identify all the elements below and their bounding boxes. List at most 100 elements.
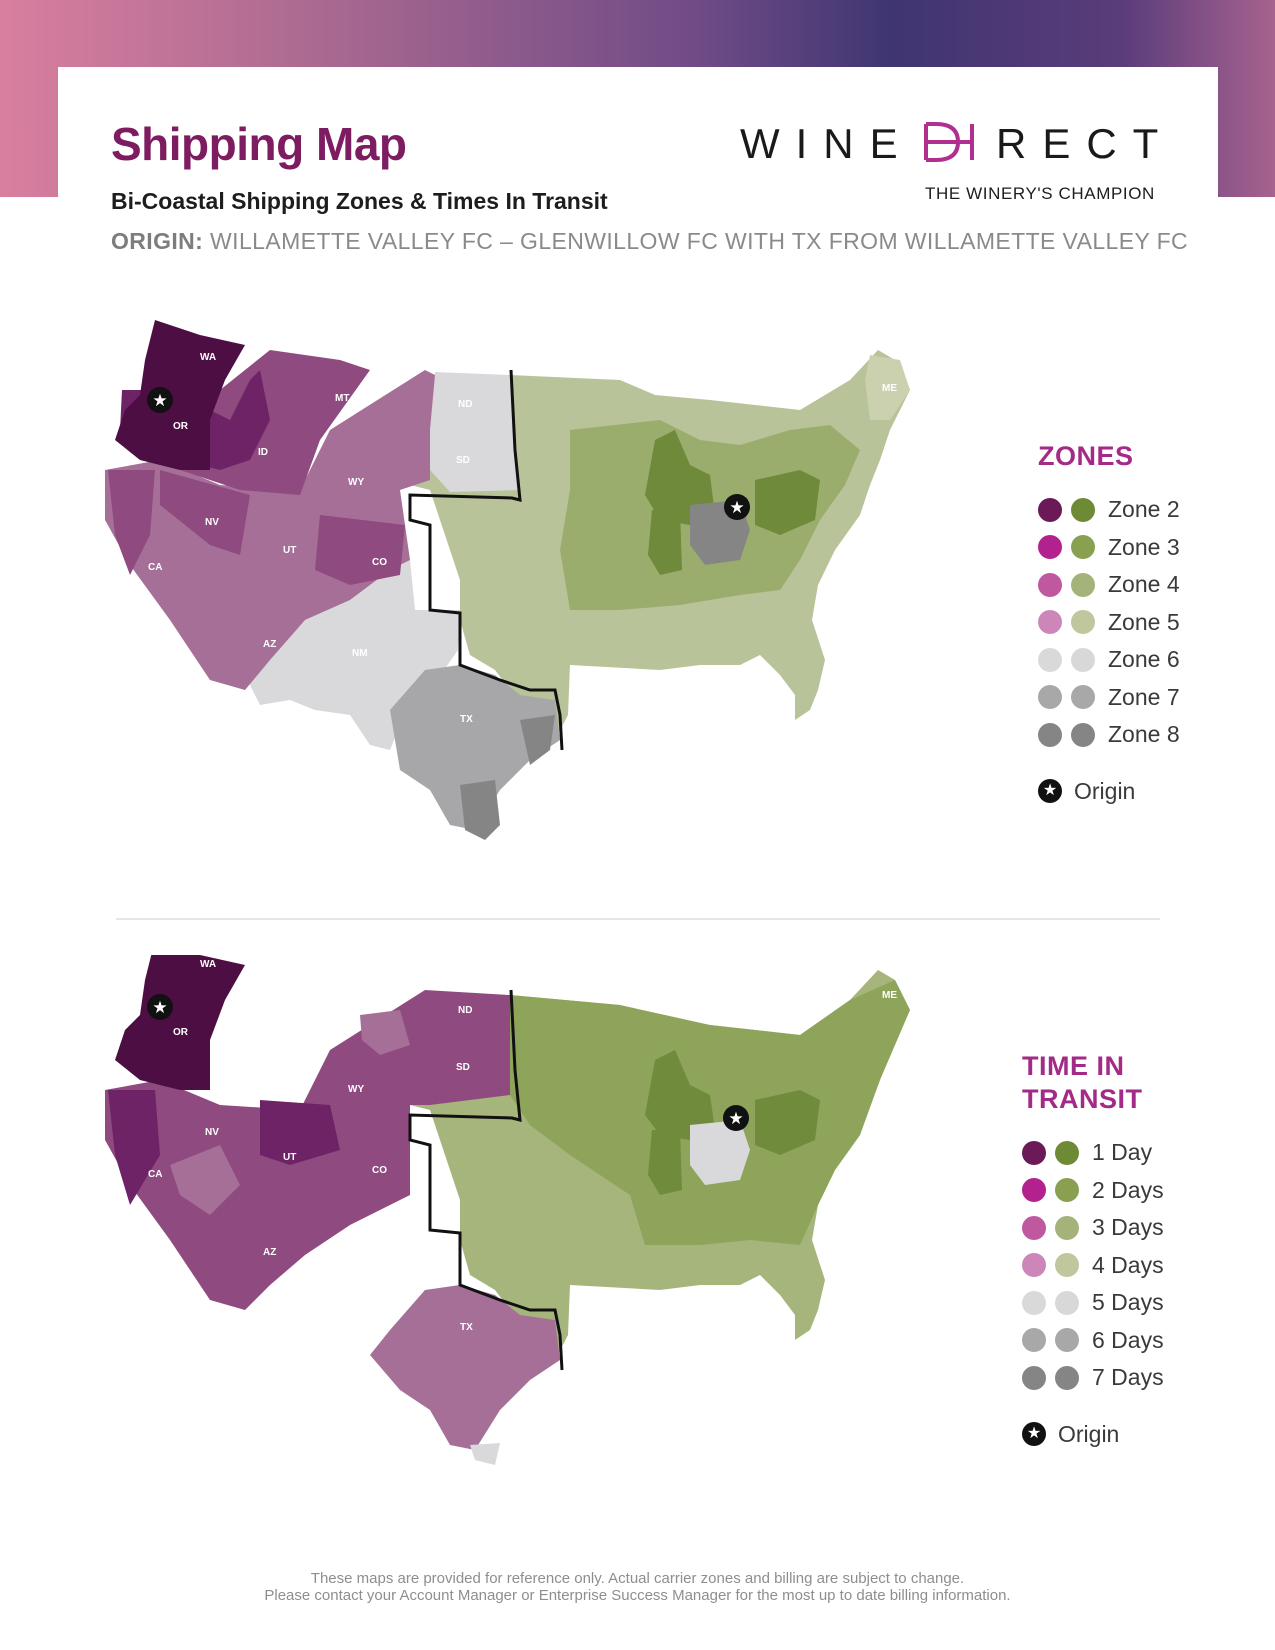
legend-label: 4 Days bbox=[1092, 1251, 1164, 1278]
legend-row-zone-2: Zone 2 bbox=[1038, 491, 1180, 529]
state-label-sd: SD bbox=[456, 1062, 470, 1073]
svg-text:★: ★ bbox=[729, 498, 744, 517]
legend-row-zone-4: Zone 4 bbox=[1038, 566, 1180, 604]
origin-star-east: ★ bbox=[724, 494, 750, 520]
logo-tagline: THE WINERY'S CHAMPION bbox=[925, 184, 1155, 203]
region-pa bbox=[755, 1090, 820, 1155]
region-nv bbox=[160, 470, 250, 555]
origin-star-west: ★ bbox=[147, 994, 173, 1020]
state-label-nd: ND bbox=[458, 399, 472, 410]
swatch-purple bbox=[1038, 647, 1062, 672]
legend-origin-row: ★ Origin bbox=[1038, 778, 1180, 805]
swatch-green bbox=[1055, 1140, 1079, 1165]
svg-text:★: ★ bbox=[152, 998, 167, 1017]
state-label-nm: NM bbox=[352, 1255, 368, 1266]
state-label-id: ID bbox=[258, 1054, 268, 1065]
state-label-ut: UT bbox=[283, 1152, 296, 1163]
transit-map: WA OR ID MT WY NV CA UT CO AZ NM ND SD T… bbox=[105, 955, 910, 1465]
region-mi-ne bbox=[645, 430, 715, 525]
swatch-purple bbox=[1022, 1253, 1046, 1278]
state-label-co: CO bbox=[372, 557, 387, 568]
state-label-tx: TX bbox=[460, 714, 473, 725]
swatch-green bbox=[1055, 1328, 1079, 1353]
legend-row-zone-5: Zone 5 bbox=[1038, 604, 1180, 642]
origin-line: ORIGIN: WILLAMETTE VALLEY FC – GLENWILLO… bbox=[111, 228, 1188, 255]
region-ca-mid bbox=[108, 470, 155, 575]
legend-label: 6 Days bbox=[1092, 1326, 1164, 1353]
legend-label: 1 Day bbox=[1092, 1139, 1153, 1166]
swatch-purple bbox=[1022, 1140, 1046, 1165]
legend-origin-label: Origin bbox=[1058, 1420, 1120, 1447]
legend-label: Zone 7 bbox=[1108, 683, 1180, 710]
swatch-purple bbox=[1038, 610, 1062, 635]
state-label-wa: WA bbox=[200, 352, 216, 363]
footer-disclaimer-line-1: These maps are provided for reference on… bbox=[310, 1570, 965, 1587]
swatch-green bbox=[1071, 722, 1095, 747]
region-texas bbox=[390, 665, 560, 830]
legend-row-7-days: 7 Days bbox=[1022, 1359, 1192, 1397]
zones-map-labels: WA OR ID MT WY NV CA UT CO AZ NM ND SD T… bbox=[148, 352, 897, 725]
region-west-pale-patch bbox=[170, 1145, 240, 1215]
zones-legend: ZONES Zone 2 Zone 3 Zone 4 Zone 5 Zone 6… bbox=[1038, 440, 1180, 805]
swatch-purple bbox=[1022, 1290, 1046, 1315]
legend-label: 2 Days bbox=[1092, 1176, 1164, 1203]
origin-star-east: ★ bbox=[723, 1105, 749, 1131]
legend-label: Zone 3 bbox=[1108, 533, 1180, 560]
state-label-nv: NV bbox=[205, 1127, 219, 1138]
legend-origin-row: ★ Origin bbox=[1022, 1421, 1192, 1448]
star-icon: ★ bbox=[1022, 1422, 1046, 1446]
zones-map-regions bbox=[105, 320, 910, 840]
swatch-green bbox=[1055, 1365, 1079, 1390]
swatch-purple bbox=[1038, 685, 1062, 710]
legend-origin-label: Origin bbox=[1074, 777, 1136, 804]
transit-legend: TIME IN TRANSIT 1 Day 2 Days 3 Days 4 Da… bbox=[1022, 1050, 1192, 1448]
legend-label: Zone 6 bbox=[1108, 646, 1180, 673]
swatch-green bbox=[1055, 1290, 1079, 1315]
legend-row-zone-3: Zone 3 bbox=[1038, 529, 1180, 567]
state-label-id: ID bbox=[258, 447, 268, 458]
logo-text-left: WINE bbox=[740, 120, 914, 167]
region-texas bbox=[370, 1285, 560, 1450]
state-label-or: OR bbox=[173, 421, 189, 432]
swatch-purple bbox=[1038, 722, 1062, 747]
legend-label: Zone 8 bbox=[1108, 721, 1180, 748]
region-in bbox=[648, 1130, 682, 1195]
zone-boundary-line bbox=[408, 369, 564, 751]
region-ne-pale bbox=[865, 355, 910, 420]
region-mi bbox=[645, 1050, 715, 1140]
transit-boundary-line bbox=[408, 989, 564, 1371]
star-icon: ★ bbox=[1038, 779, 1062, 803]
legend-label: Zone 5 bbox=[1108, 608, 1180, 635]
region-wa-or-dark bbox=[115, 320, 245, 470]
region-west-pale bbox=[105, 370, 435, 690]
swatch-purple bbox=[1022, 1328, 1046, 1353]
legend-row-zone-6: Zone 6 bbox=[1038, 641, 1180, 679]
svg-text:★: ★ bbox=[152, 391, 167, 410]
legend-label: Zone 2 bbox=[1108, 496, 1180, 523]
origin-value: WILLAMETTE VALLEY FC – GLENWILLOW FC WIT… bbox=[210, 228, 1189, 254]
legend-label: Zone 4 bbox=[1108, 571, 1180, 598]
legend-row-zone-8: Zone 8 bbox=[1038, 716, 1180, 754]
swatch-purple bbox=[1022, 1178, 1046, 1203]
legend-row-2-days: 2 Days bbox=[1022, 1172, 1192, 1210]
winedirect-logo: WINE RECT bbox=[740, 120, 1166, 167]
region-texas-tip bbox=[470, 1443, 500, 1465]
state-label-nm: NM bbox=[352, 648, 368, 659]
swatch-green bbox=[1055, 1215, 1079, 1240]
swatch-purple bbox=[1022, 1215, 1046, 1240]
footer-disclaimer-line-2: Please contact your Account Manager or E… bbox=[264, 1587, 1011, 1604]
logo-text-right: RECT bbox=[996, 120, 1166, 167]
transit-map-regions bbox=[105, 955, 910, 1465]
swatch-purple bbox=[1038, 497, 1062, 522]
legend-row-3-days: 3 Days bbox=[1022, 1209, 1192, 1247]
transit-legend-title: TIME IN TRANSIT bbox=[1022, 1051, 1143, 1114]
swatch-purple bbox=[1038, 572, 1062, 597]
swatch-green bbox=[1071, 572, 1095, 597]
state-label-co: CO bbox=[372, 1165, 387, 1176]
state-label-ca: CA bbox=[148, 562, 162, 573]
legend-row-6-days: 6 Days bbox=[1022, 1322, 1192, 1360]
region-co-mid bbox=[315, 515, 405, 585]
state-label-sd: SD bbox=[456, 455, 470, 466]
state-label-ut: UT bbox=[283, 545, 296, 556]
state-label-mt: MT bbox=[335, 393, 349, 404]
